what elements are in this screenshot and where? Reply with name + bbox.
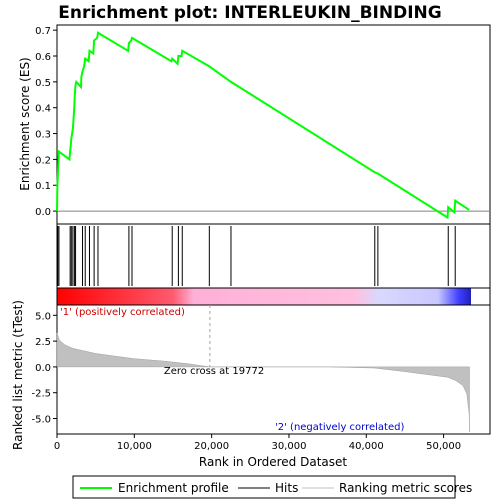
- es-y-tick-label: 0.6: [35, 52, 51, 63]
- es-y-axis-label: Enrichment score (ES): [18, 57, 32, 190]
- metric-y-axis-label: Ranked list metric (tTest): [11, 300, 25, 450]
- negative-correlation-label: '2' (negatively correlated): [275, 422, 404, 433]
- metric-y-tick-label: -2.5: [31, 389, 51, 400]
- metric-y-axis: 5.0 2.5 0.0 -2.5 -5.0: [31, 311, 57, 426]
- metric-y-tick-label: -5.0: [31, 415, 51, 426]
- x-tick-label: 10,000: [117, 441, 152, 452]
- es-y-tick-label: 0.0: [35, 207, 51, 218]
- chart-title: Enrichment plot: INTERLEUKIN_BINDING: [58, 3, 441, 23]
- x-tick-label: 0: [54, 441, 60, 452]
- metric-y-tick-label: 0.0: [35, 363, 51, 374]
- es-y-tick-label: 0.5: [35, 78, 51, 89]
- metric-panel: 5.0 2.5 0.0 -2.5 -5.0 0 10,000 20,000 30,000 40,…: [11, 300, 491, 469]
- legend: Enrichment profile Hits Ranking metric s…: [72, 475, 472, 499]
- metric-y-tick-label: 5.0: [35, 311, 51, 322]
- color-band-tail: [471, 288, 490, 305]
- x-tick-label: 30,000: [271, 441, 306, 452]
- x-tick-label: 50,000: [426, 441, 461, 452]
- es-y-tick-label: 0.4: [35, 104, 51, 115]
- enrichment-profile-line: [56, 31, 470, 220]
- es-y-axis: 0.0 0.1 0.2 0.3 0.4 0.5 0.6 0.7: [35, 26, 57, 218]
- es-y-tick-label: 0.2: [35, 155, 51, 166]
- hits-frame: [56, 223, 491, 289]
- ranking-metric-area: [56, 332, 470, 432]
- zero-cross-annotation: Zero cross at 19772: [164, 366, 264, 377]
- legend-enrichment-label: Enrichment profile: [118, 481, 229, 495]
- rank-color-band: [56, 287, 491, 306]
- es-y-tick-label: 0.1: [35, 181, 51, 192]
- legend-hits-label: Hits: [275, 481, 298, 495]
- hits-panel: [56, 223, 491, 289]
- x-tick-label: 40,000: [349, 441, 384, 452]
- metric-x-axis: 0 10,000 20,000 30,000 40,000 50,000: [54, 434, 461, 452]
- x-axis-label: Rank in Ordered Dataset: [199, 455, 347, 469]
- es-y-tick-label: 0.7: [35, 26, 51, 37]
- es-plot-frame: [56, 24, 491, 225]
- metric-y-tick-label: 2.5: [35, 337, 51, 348]
- legend-metric-label: Ranking metric scores: [339, 481, 472, 495]
- es-panel: 0.0 0.1 0.2 0.3 0.4 0.5 0.6 0.7 Enrichment scor…: [18, 24, 491, 225]
- es-y-tick-label: 0.3: [35, 130, 51, 141]
- legend-frame: [72, 475, 456, 499]
- color-band: [57, 288, 471, 305]
- positive-correlation-label: '1' (positively correlated): [60, 307, 185, 318]
- hits-markers: [57, 226, 456, 286]
- x-tick-label: 20,000: [194, 441, 229, 452]
